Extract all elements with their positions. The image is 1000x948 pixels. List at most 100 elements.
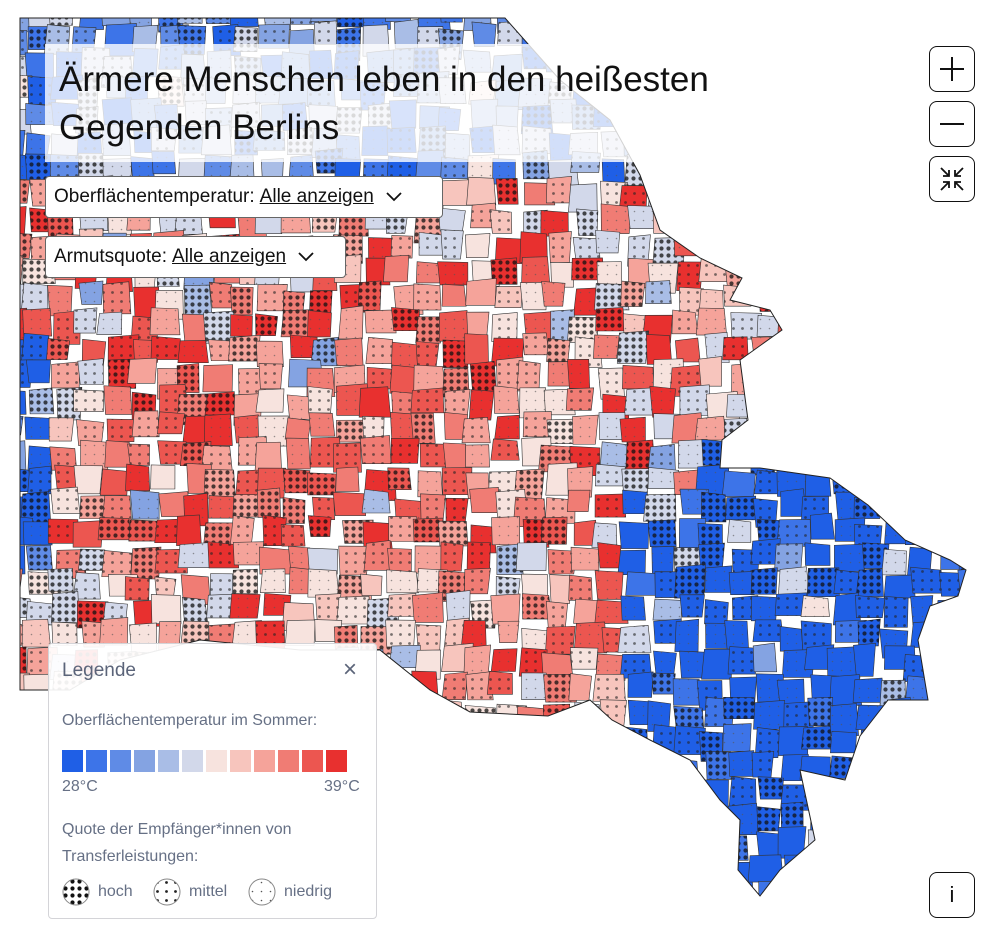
district-area[interactable] (756, 937, 784, 948)
district-area[interactable] (699, 184, 724, 209)
district-area[interactable] (518, 807, 544, 835)
district-area[interactable] (721, 440, 754, 465)
district-area[interactable] (0, 568, 23, 592)
district-area[interactable] (956, 445, 986, 473)
district-area[interactable] (698, 356, 722, 387)
district-area[interactable] (391, 909, 417, 939)
district-area[interactable] (72, 520, 104, 548)
district-area[interactable] (4, 805, 36, 830)
district-area[interactable] (487, 934, 515, 948)
district-area[interactable] (803, 205, 827, 231)
district-area[interactable] (880, 412, 907, 439)
district-area[interactable] (830, 731, 857, 754)
district-area[interactable] (888, 309, 917, 341)
district-area[interactable] (387, 720, 419, 754)
district-area[interactable] (955, 754, 979, 780)
district-area[interactable] (618, 521, 650, 549)
district-area[interactable] (833, 388, 856, 418)
legend-close-button[interactable]: × (343, 656, 358, 683)
district-area[interactable] (886, 201, 909, 228)
district-area[interactable] (0, 130, 26, 156)
district-area[interactable] (442, 807, 472, 830)
district-area[interactable] (933, 287, 961, 318)
district-area[interactable] (957, 261, 985, 289)
district-area[interactable] (886, 50, 923, 82)
district-area[interactable] (932, 805, 958, 832)
district-area[interactable] (627, 0, 654, 25)
district-area[interactable] (515, 882, 546, 912)
district-area[interactable] (961, 412, 985, 445)
district-area[interactable] (929, 339, 958, 368)
district-area[interactable] (4, 722, 26, 751)
district-area[interactable] (546, 801, 579, 831)
district-area[interactable] (854, 55, 880, 86)
district-area[interactable] (883, 574, 916, 599)
district-area[interactable] (860, 779, 893, 807)
district-area[interactable] (777, 414, 803, 437)
district-area[interactable] (627, 671, 654, 698)
district-area[interactable] (936, 435, 964, 465)
district-area[interactable] (809, 437, 832, 461)
district-area[interactable] (913, 3, 936, 27)
district-area[interactable] (859, 801, 886, 831)
district-area[interactable] (834, 915, 857, 937)
district-area[interactable] (801, 286, 828, 318)
district-area[interactable] (545, 777, 576, 805)
district-area[interactable] (904, 436, 940, 464)
district-area[interactable] (807, 258, 833, 287)
district-area[interactable] (76, 935, 106, 948)
district-area[interactable] (464, 333, 489, 365)
district-area[interactable] (489, 773, 519, 798)
district-area[interactable] (567, 779, 594, 805)
district-area[interactable] (856, 441, 882, 476)
district-area[interactable] (0, 389, 27, 415)
district-area[interactable] (100, 0, 132, 26)
district-area[interactable] (623, 909, 646, 934)
district-area[interactable] (959, 802, 985, 831)
district-area[interactable] (727, 914, 753, 945)
district-area[interactable] (935, 651, 959, 678)
district-area[interactable] (645, 160, 679, 189)
district-area[interactable] (550, 261, 575, 288)
district-area[interactable] (801, 359, 825, 389)
district-area[interactable] (383, 776, 414, 801)
district-area[interactable] (515, 542, 547, 571)
district-area[interactable] (699, 914, 727, 937)
district-area[interactable] (831, 830, 862, 856)
district-area[interactable] (545, 931, 574, 948)
district-area[interactable] (878, 465, 906, 493)
district-area[interactable] (78, 0, 106, 30)
district-area[interactable] (646, 907, 671, 932)
poverty-filter-value[interactable]: Alle anzeigen (172, 246, 287, 267)
district-area[interactable] (783, 210, 813, 242)
district-area[interactable] (567, 910, 594, 937)
district-area[interactable] (597, 783, 630, 808)
district-area[interactable] (4, 878, 35, 903)
district-area[interactable] (568, 758, 598, 781)
district-area[interactable] (802, 155, 832, 187)
district-area[interactable] (778, 888, 810, 913)
district-area[interactable] (493, 910, 521, 940)
district-area[interactable] (413, 914, 445, 944)
district-area[interactable] (441, 284, 467, 307)
district-area[interactable] (835, 51, 864, 75)
district-area[interactable] (464, 808, 489, 837)
district-area[interactable] (284, 619, 316, 646)
district-area[interactable] (415, 700, 440, 726)
district-area[interactable] (853, 643, 876, 677)
district-area[interactable] (854, 913, 886, 944)
district-area[interactable] (829, 340, 856, 372)
district-area[interactable] (390, 755, 420, 786)
district-area[interactable] (938, 494, 963, 522)
district-area[interactable] (592, 0, 619, 24)
district-area[interactable] (515, 854, 539, 886)
district-area[interactable] (784, 1, 814, 24)
district-area[interactable] (497, 857, 528, 886)
district-area[interactable] (883, 909, 910, 933)
district-area[interactable] (752, 642, 778, 673)
district-area[interactable] (940, 543, 966, 570)
district-area[interactable] (853, 100, 888, 131)
district-area[interactable] (231, 941, 261, 948)
district-area[interactable] (440, 774, 465, 801)
district-area[interactable] (885, 336, 909, 361)
